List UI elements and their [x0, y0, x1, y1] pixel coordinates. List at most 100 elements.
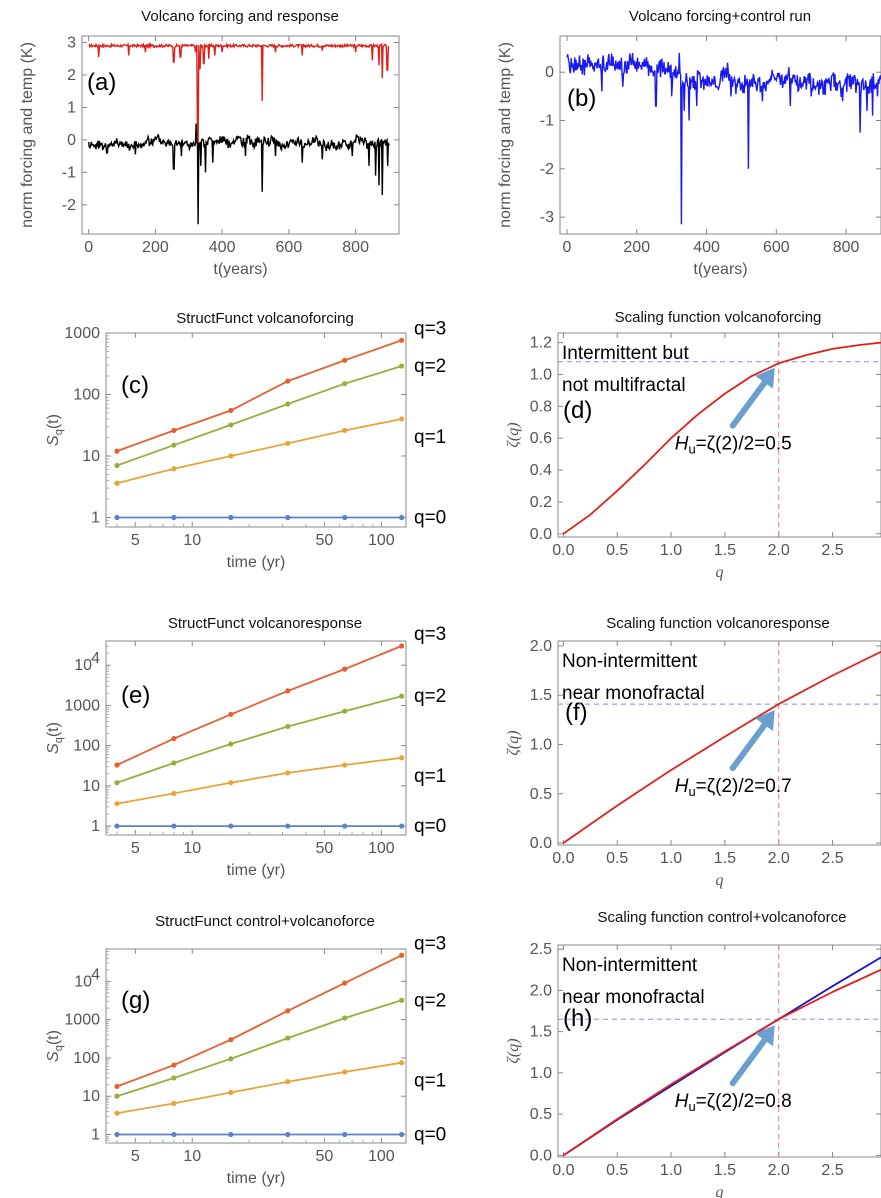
- data-point: [114, 1110, 120, 1116]
- plot-area: [114, 643, 405, 829]
- data-point: [171, 790, 177, 796]
- series-label: q=2: [414, 686, 446, 707]
- annotation-text: Non-intermittent: [562, 955, 698, 976]
- x-tick-label: 10: [183, 532, 201, 549]
- x-axis-label: q: [716, 564, 724, 581]
- x-tick-label: 400: [693, 239, 720, 256]
- data-point: [228, 741, 234, 747]
- data-point: [399, 997, 405, 1003]
- data-point: [342, 1131, 348, 1138]
- x-tick-label: 100: [368, 840, 395, 857]
- data-point: [285, 688, 291, 694]
- data-point: [171, 466, 177, 472]
- data-point: [399, 1131, 405, 1138]
- data-point: [342, 980, 348, 986]
- data-point: [399, 643, 405, 649]
- y-tick-label: 2.5: [530, 941, 552, 958]
- series-label: q=2: [414, 356, 446, 377]
- data-point: [342, 1069, 348, 1075]
- y-tick-label: 10: [74, 973, 92, 990]
- x-tick-label: 1.5: [714, 542, 736, 559]
- annotation-text: Non-intermittent: [562, 651, 698, 672]
- plot-frame: [81, 35, 400, 235]
- data-point: [342, 823, 348, 829]
- x-axis-label: q: [716, 872, 724, 889]
- data-point: [342, 1015, 348, 1021]
- data-point: [171, 442, 177, 448]
- hu-label-h: H: [675, 1091, 689, 1112]
- data-point: [114, 1083, 120, 1090]
- x-axis-label: time (yr): [227, 1170, 286, 1187]
- x-tick-label: 100: [368, 1148, 395, 1165]
- hu-label-h: H: [675, 434, 689, 455]
- y-tick-label: 0.5: [530, 1106, 552, 1123]
- y-axis-label: norm forcing and temp (K): [497, 42, 514, 228]
- y-axis-label-t: (t): [45, 1030, 62, 1045]
- panel-label: (c): [121, 372, 149, 399]
- y-tick-label: 10: [74, 657, 92, 674]
- series-line: [562, 650, 881, 844]
- y-tick-label: 1: [91, 1127, 100, 1144]
- x-tick-label: 2.0: [768, 850, 790, 867]
- series-line: [566, 52, 881, 225]
- x-tick-label: 2.0: [768, 542, 790, 559]
- plot-area: [88, 41, 390, 225]
- panel-label: (f): [565, 699, 588, 726]
- pointer-arrow-shaft: [729, 719, 770, 772]
- y-tick-exponent: 4: [91, 966, 100, 983]
- x-tick-label: 0.5: [606, 850, 628, 867]
- panel-label: (d): [563, 397, 592, 424]
- x-tick-label: 10: [183, 840, 201, 857]
- y-tick-label: 2.0: [530, 638, 552, 655]
- y-tick-label: 10: [82, 448, 100, 465]
- hu-label: Hu=ζ(2)/2=0.7: [675, 776, 792, 799]
- data-point: [342, 381, 348, 387]
- x-tick-label: 50: [316, 1148, 334, 1165]
- y-tick-label: 0: [67, 132, 76, 149]
- x-tick-label: 1.0: [660, 1162, 682, 1179]
- y-tick-label: 1000: [64, 697, 100, 714]
- y-tick-label: 100: [73, 738, 100, 755]
- x-tick-label: 600: [276, 239, 303, 256]
- data-point: [171, 1062, 177, 1068]
- chart-title: StructFunct control+volcanoforce: [155, 913, 375, 930]
- x-axis-label: t(years): [693, 261, 747, 278]
- pointer-arrow-head: [755, 367, 775, 389]
- y-tick-label: 1.0: [530, 736, 552, 753]
- x-tick-label: 600: [763, 239, 790, 256]
- x-axis-label: q: [716, 1184, 724, 1198]
- y-tick-label: 0.2: [530, 494, 552, 511]
- data-point: [171, 1075, 177, 1081]
- annotation-text: near monofractal: [562, 987, 705, 1008]
- data-point: [285, 723, 291, 730]
- data-point: [171, 735, 177, 742]
- y-tick-label: -3: [540, 209, 554, 226]
- data-point: [114, 823, 120, 829]
- y-tick-label: 1.0: [530, 1065, 552, 1082]
- x-tick-label: 100: [368, 532, 395, 549]
- y-tick-label: -1: [540, 113, 554, 130]
- plot-frame: [105, 640, 407, 836]
- data-point: [228, 407, 234, 414]
- chart-panel-b: Volcano forcing+control run 0 200 400 600 800…: [497, 8, 881, 278]
- series-line: [562, 968, 881, 1157]
- y-tick-label: 10: [82, 778, 100, 795]
- y-axis-label-s: S: [45, 1051, 62, 1062]
- data-point: [228, 711, 234, 717]
- panel-label: (h): [563, 1005, 592, 1032]
- panel-label: (b): [567, 85, 596, 112]
- y-tick-label: 1.5: [530, 1024, 552, 1041]
- y-axis-label: ζ(q): [505, 730, 522, 755]
- data-point: [171, 1131, 177, 1138]
- series-line: [116, 418, 402, 485]
- plot-area: [114, 337, 405, 521]
- hu-label-sub: u: [688, 442, 695, 457]
- data-point: [114, 1131, 120, 1138]
- chart-panel-a: Volcano forcing and response 0 200 400 600 80…: [19, 8, 400, 278]
- pointer-arrow-head: [755, 710, 775, 732]
- pointer-arrow-head: [755, 1025, 775, 1047]
- data-point: [228, 1037, 234, 1043]
- y-axis-label-sub: q: [53, 737, 65, 743]
- hu-label: Hu=ζ(2)/2=0.5: [675, 434, 792, 457]
